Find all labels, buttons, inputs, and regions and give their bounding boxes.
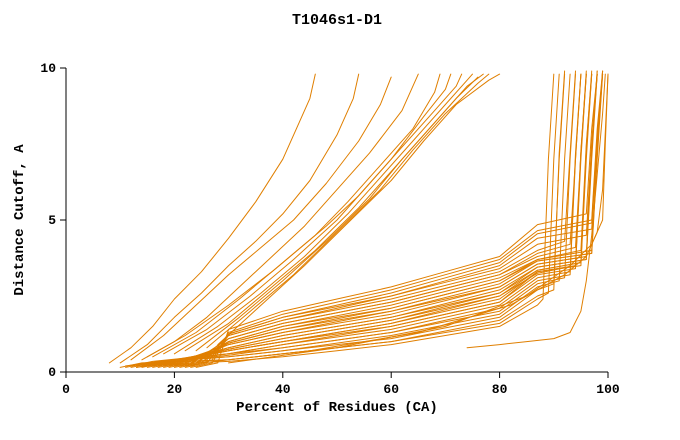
series-line <box>130 73 576 367</box>
series-line <box>466 73 606 349</box>
y-tick-label: 5 <box>48 213 56 228</box>
series-line <box>184 70 604 367</box>
series-line <box>146 73 441 358</box>
chart-title: T1046s1-D1 <box>291 12 382 29</box>
series-line <box>179 70 576 367</box>
series-line <box>228 73 609 364</box>
series-line <box>195 73 484 352</box>
series-line <box>173 73 593 368</box>
y-tick-label: 10 <box>40 61 56 76</box>
x-axis-label: Percent of Residues (CA) <box>236 400 438 416</box>
x-tick-label: 80 <box>492 382 508 397</box>
series-line <box>152 70 593 368</box>
series-line <box>201 73 609 364</box>
series-line <box>146 73 593 367</box>
series-line <box>163 73 463 355</box>
series-line <box>130 76 392 361</box>
x-tick-label: 0 <box>62 382 70 397</box>
x-tick-label: 100 <box>596 382 620 397</box>
series-line <box>136 73 582 367</box>
series-line <box>168 70 604 368</box>
series-line <box>206 73 490 349</box>
series-line <box>217 73 501 346</box>
x-tick-label: 40 <box>275 382 291 397</box>
series-line <box>168 73 604 367</box>
series-line <box>119 73 360 364</box>
series-line <box>173 73 473 355</box>
series-line <box>141 73 419 361</box>
series-line <box>108 73 316 364</box>
x-tick-label: 60 <box>383 382 399 397</box>
series-line <box>136 73 555 368</box>
series-line <box>152 73 587 367</box>
series-line <box>152 73 452 358</box>
series-line <box>152 73 598 367</box>
series-line <box>195 73 598 368</box>
series-line <box>179 73 582 368</box>
y-tick-label: 0 <box>48 365 56 380</box>
series-line <box>125 70 566 367</box>
x-tick-label: 20 <box>167 382 183 397</box>
